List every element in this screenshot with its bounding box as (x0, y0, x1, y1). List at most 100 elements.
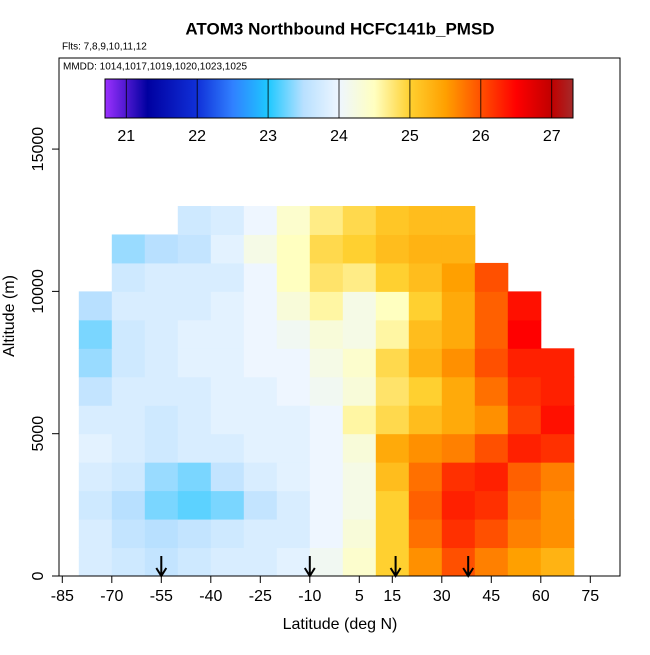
heat-cell (144, 433, 179, 463)
heat-cell (177, 319, 212, 349)
heat-cell (507, 462, 542, 492)
heat-cell (243, 376, 278, 406)
heat-cell (342, 262, 377, 292)
heat-cell (210, 206, 245, 235)
colorbar-tick-label: 26 (472, 128, 490, 145)
heat-cell (375, 262, 410, 292)
heat-cell (78, 376, 113, 406)
heat-cell (474, 348, 509, 378)
heat-cell (342, 376, 377, 406)
heat-cell (441, 490, 476, 520)
heat-cell (144, 462, 179, 492)
heat-cell (441, 433, 476, 463)
heat-cell (507, 519, 542, 549)
heat-cell (507, 376, 542, 406)
heat-cell (540, 490, 575, 520)
heat-cell (177, 462, 212, 492)
heat-cell (342, 462, 377, 492)
heat-cell (78, 519, 113, 549)
heat-cell (111, 433, 146, 463)
heat-cell (210, 348, 245, 378)
heat-cell (408, 319, 443, 349)
heat-cell (342, 490, 377, 520)
heat-cell (507, 433, 542, 463)
heat-cell (111, 234, 146, 264)
x-axis-label: Latitude (deg N) (283, 616, 398, 633)
heat-cell (309, 319, 344, 349)
heat-cell (375, 519, 410, 549)
heat-cell (408, 490, 443, 520)
heat-cell (243, 348, 278, 378)
heat-cell (177, 405, 212, 435)
heat-cell (375, 234, 410, 264)
heat-cell (177, 291, 212, 321)
heat-cell (474, 490, 509, 520)
heat-cell (111, 490, 146, 520)
chart-title: ATOM3 Northbound HCFC141b_PMSD (185, 19, 494, 38)
heat-cell (375, 319, 410, 349)
flight-arrow (389, 556, 402, 578)
heat-cell (342, 519, 377, 549)
heat-cell (408, 462, 443, 492)
heat-cell (243, 547, 278, 577)
heat-cell (441, 462, 476, 492)
heat-cell (375, 348, 410, 378)
heat-cell (210, 262, 245, 292)
heat-cell (309, 405, 344, 435)
heat-cell (342, 405, 377, 435)
heat-cell (441, 376, 476, 406)
heat-cell (243, 262, 278, 292)
heat-cell (507, 490, 542, 520)
heat-cell (276, 519, 311, 549)
heat-cell (276, 291, 311, 321)
heat-cell (177, 206, 212, 235)
heat-cell (375, 405, 410, 435)
heat-cell (474, 291, 509, 321)
x-tick-label: 75 (581, 588, 599, 605)
heat-cell (111, 319, 146, 349)
heat-cell (144, 376, 179, 406)
x-tick-label: -85 (51, 588, 74, 605)
heat-cell (540, 433, 575, 463)
heat-cell (177, 234, 212, 264)
heat-cell (540, 462, 575, 492)
heat-cell (210, 405, 245, 435)
heat-cell (276, 376, 311, 406)
heat-cell (540, 376, 575, 406)
colorbar-tick-label: 22 (188, 128, 206, 145)
heat-cell (408, 405, 443, 435)
heat-cell (540, 405, 575, 435)
heat-cell (441, 234, 476, 264)
heat-cell (177, 433, 212, 463)
heat-cell (111, 405, 146, 435)
heat-cell (474, 376, 509, 406)
heat-cell (276, 405, 311, 435)
heat-cell (474, 262, 509, 292)
x-tick-label: 5 (355, 588, 364, 605)
x-tick-label: -10 (298, 588, 321, 605)
heat-cell (441, 547, 476, 577)
heat-cell (441, 519, 476, 549)
heat-cell (111, 376, 146, 406)
colorbar-tick-label: 23 (259, 128, 277, 145)
heat-cell (342, 291, 377, 321)
heat-cell (243, 206, 278, 235)
heat-cell (177, 490, 212, 520)
heat-cell (309, 462, 344, 492)
heat-cell (144, 405, 179, 435)
colorbar-tick-label: 27 (543, 128, 561, 145)
heat-cell (243, 319, 278, 349)
colorbar-tick-label: 24 (330, 128, 348, 145)
heat-cell (441, 291, 476, 321)
heat-cell (276, 206, 311, 235)
heat-cell (309, 547, 344, 577)
heat-cell (342, 206, 377, 235)
heat-cell (177, 547, 212, 577)
heat-cell (111, 348, 146, 378)
heat-cell (210, 319, 245, 349)
heat-cell (144, 319, 179, 349)
heat-cell (111, 462, 146, 492)
heat-cell (309, 206, 344, 235)
heat-cell (144, 262, 179, 292)
heat-cell (408, 348, 443, 378)
